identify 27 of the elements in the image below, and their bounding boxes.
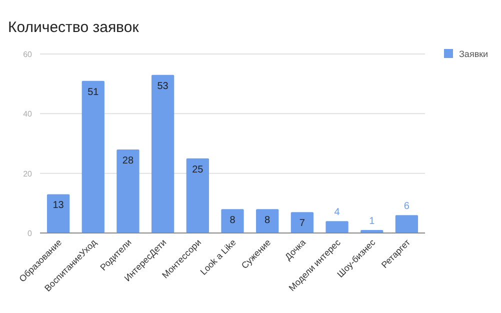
bar — [221, 209, 244, 233]
data-label: 8 — [230, 215, 236, 226]
bar — [186, 158, 209, 233]
data-label: 25 — [192, 164, 204, 176]
bar — [46, 194, 70, 233]
data-label: 53 — [157, 80, 169, 92]
data-label: 4 — [334, 207, 340, 218]
chart-title: Количество заявок — [8, 19, 140, 36]
bar — [82, 80, 104, 233]
data-label: 28 — [122, 155, 134, 166]
y-tick-label: 60 — [23, 50, 33, 59]
data-label: 7 — [299, 218, 306, 230]
bar — [326, 221, 348, 233]
y-tick-label: 0 — [28, 229, 33, 238]
data-label: 8 — [264, 215, 271, 226]
bar — [116, 149, 140, 233]
data-label: 6 — [404, 201, 410, 212]
data-label: 13 — [52, 200, 64, 212]
y-tick-label: 20 — [23, 169, 33, 178]
legend-label: Заявки — [459, 49, 488, 59]
data-label: 51 — [88, 86, 100, 98]
bar — [395, 215, 418, 233]
bar — [151, 74, 174, 233]
bar — [290, 212, 314, 233]
y-tick-label: 40 — [23, 110, 33, 119]
data-label: 1 — [369, 216, 376, 228]
bar — [256, 209, 279, 233]
